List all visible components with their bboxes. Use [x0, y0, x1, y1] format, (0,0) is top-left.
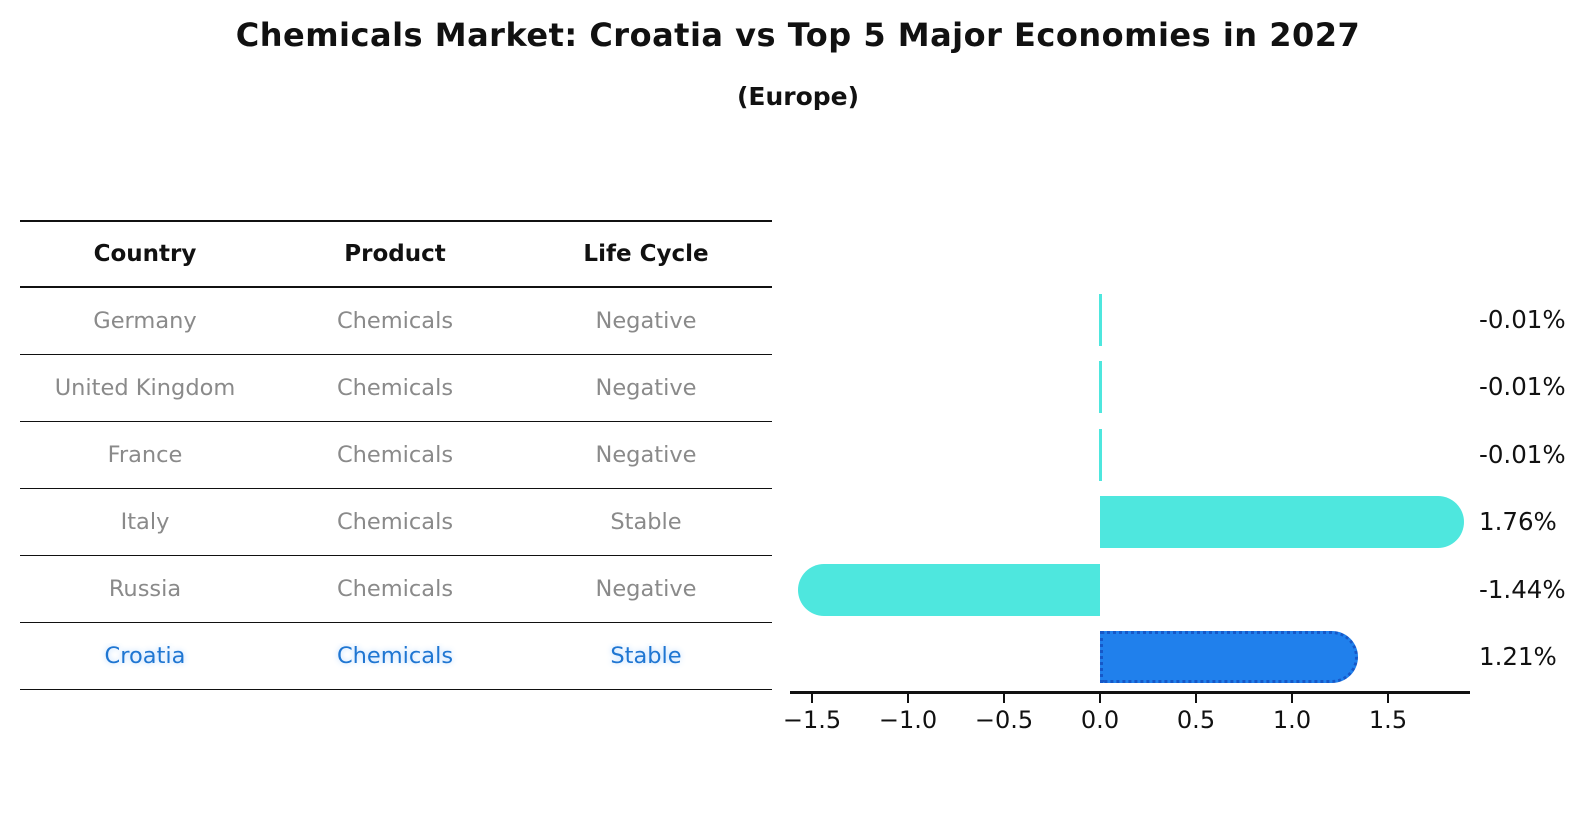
cell-product: Chemicals	[336, 442, 454, 468]
cell-country: Italy	[120, 509, 170, 535]
country-table: Country Product Life Cycle Germany Chemic…	[20, 220, 772, 690]
table-row: Italy Chemicals Stable	[20, 489, 772, 556]
table-body: Germany Chemicals Negative United Kingdom Ch…	[20, 288, 772, 690]
x-axis-tick-label: −0.5	[974, 706, 1034, 734]
table-row: Germany Chemicals Negative	[20, 288, 772, 355]
cell-country: Russia	[108, 576, 182, 602]
cell-country: Croatia	[104, 643, 186, 669]
table-header-row: Country Product Life Cycle	[20, 222, 772, 288]
cell-life_cycle: Stable	[610, 643, 682, 669]
bar-russia	[797, 563, 1100, 616]
cell-life_cycle: Negative	[595, 576, 697, 602]
x-axis-line	[790, 691, 1470, 694]
x-axis-tick-label: 0.5	[1176, 706, 1216, 734]
value-label: -1.44%	[1479, 574, 1566, 604]
cell-country: Germany	[93, 308, 197, 334]
x-axis-tick-label: 1.5	[1368, 706, 1408, 734]
column-header-lifecycle: Life Cycle	[583, 241, 709, 267]
table-row: Croatia Chemicals Stable	[20, 623, 772, 690]
chart-title: Chemicals Market: Croatia vs Top 5 Major…	[235, 16, 1361, 54]
cell-life_cycle: Negative	[595, 375, 697, 401]
value-label: 1.76%	[1479, 507, 1557, 537]
x-axis-tick	[1291, 694, 1293, 703]
value-label: -0.01%	[1479, 304, 1566, 334]
table-row: United Kingdom Chemicals Negative	[20, 355, 772, 422]
cell-product: Chemicals	[336, 308, 454, 334]
value-label: -0.01%	[1479, 439, 1566, 469]
cell-product: Chemicals	[336, 576, 454, 602]
chart-subtitle: (Europe)	[736, 82, 860, 111]
column-header-product: Product	[344, 241, 446, 267]
x-axis-tick-label: −1.5	[782, 706, 842, 734]
x-axis-tick	[811, 694, 813, 703]
table-row: France Chemicals Negative	[20, 422, 772, 489]
x-axis-tick	[1387, 694, 1389, 703]
cell-product: Chemicals	[336, 375, 454, 401]
x-axis-tick-label: 0.0	[1080, 706, 1120, 734]
cell-life_cycle: Negative	[595, 308, 697, 334]
bar-germany	[1098, 293, 1102, 346]
x-axis-tick	[907, 694, 909, 703]
column-header-country: Country	[93, 241, 197, 267]
cell-product: Chemicals	[336, 509, 454, 535]
value-label: 1.21%	[1479, 642, 1557, 672]
x-axis-tick	[1195, 694, 1197, 703]
cell-product: Chemicals	[336, 643, 454, 669]
bar-plot-area	[790, 286, 1470, 693]
cell-life_cycle: Stable	[610, 509, 682, 535]
bar-croatia	[1100, 631, 1359, 684]
value-label: -0.01%	[1479, 372, 1566, 402]
x-axis-tick-label: −1.0	[878, 706, 938, 734]
bar-france	[1098, 428, 1102, 481]
cell-life_cycle: Negative	[595, 442, 697, 468]
cell-country: France	[107, 442, 183, 468]
cell-country: United Kingdom	[54, 375, 236, 401]
x-axis-tick	[1099, 694, 1101, 703]
bar-italy	[1100, 496, 1464, 549]
x-axis-tick	[1003, 694, 1005, 703]
bar-united-kingdom	[1098, 361, 1102, 414]
x-axis-tick-label: 1.0	[1272, 706, 1312, 734]
table-row: Russia Chemicals Negative	[20, 556, 772, 623]
